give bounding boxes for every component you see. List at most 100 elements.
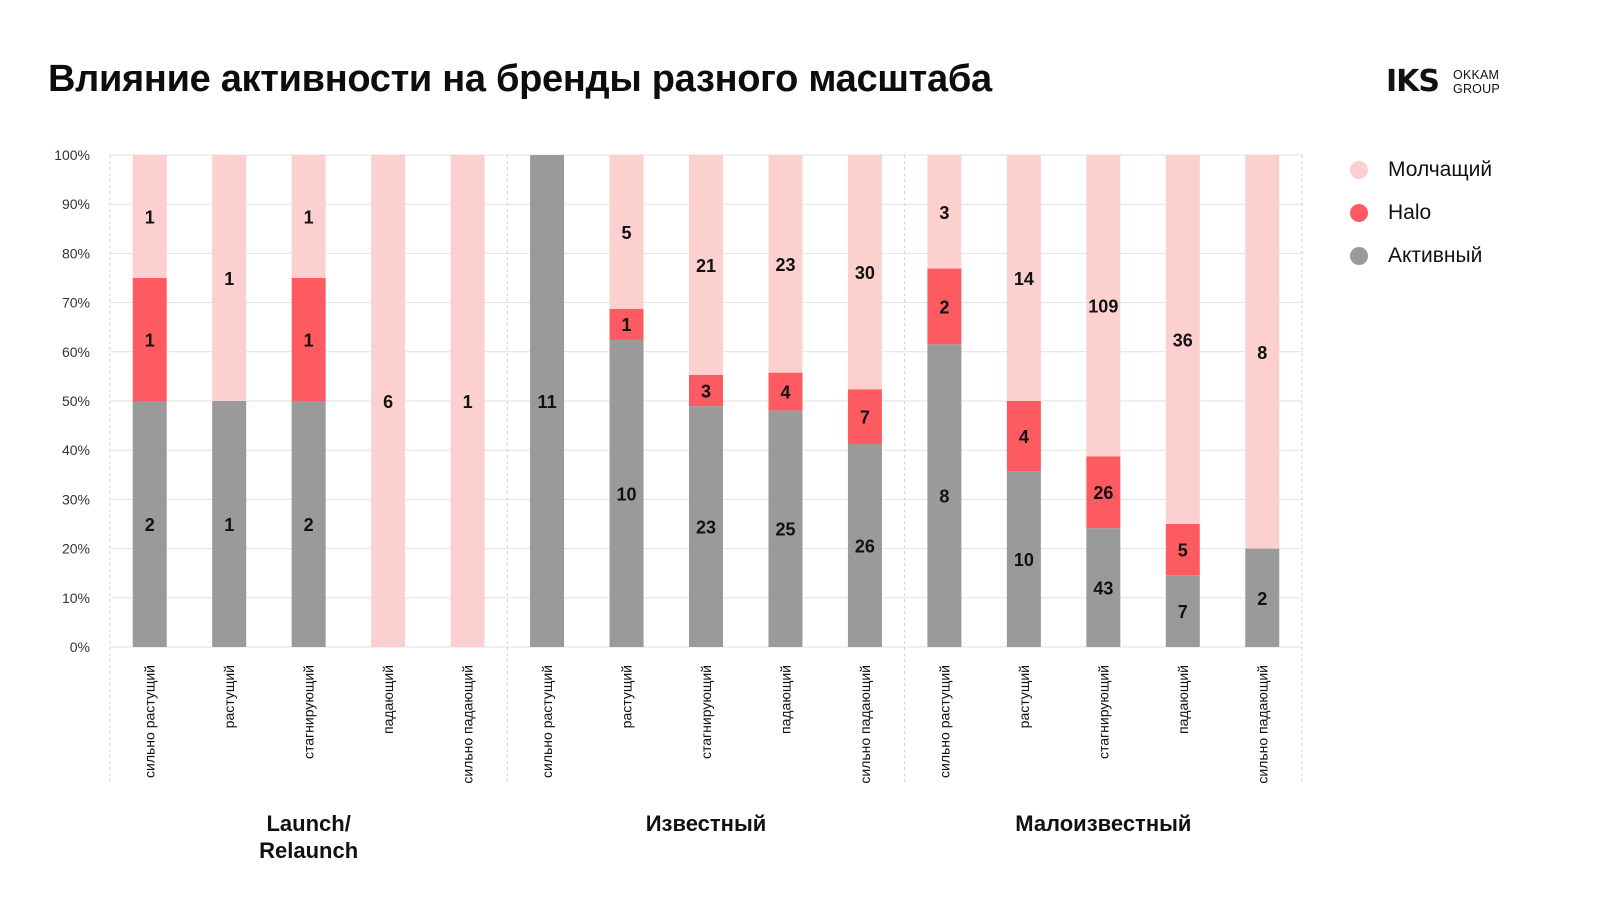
bar-segment [371,155,406,647]
data-label: 23 [696,518,716,538]
x-tick-label: стагнирующий [698,665,714,759]
x-tick-label: сильно падающий [1254,665,1270,784]
data-label: 1 [622,315,632,335]
bar-segment [1165,524,1200,576]
x-tick-label: растущий [619,665,635,728]
bar-segment [847,155,882,390]
y-tick-label: 50% [62,393,90,409]
bar-segment [927,268,962,345]
data-label: 10 [617,484,637,504]
group-label: Launch/ [266,811,350,836]
x-tick-label: падающий [777,665,793,734]
data-label: 109 [1088,297,1118,317]
x-tick-label: сильно падающий [857,665,873,784]
data-label: 8 [1257,343,1267,363]
data-label: 1 [145,208,155,228]
data-label: 14 [1014,269,1034,289]
bar-segment [689,374,723,407]
y-tick-label: 70% [62,295,90,311]
bar-segment [847,443,882,647]
data-label: 3 [939,203,949,223]
bar-segment [1165,155,1200,524]
bar-segment [530,155,565,647]
data-label: 2 [939,297,949,317]
y-tick-label: 30% [62,491,90,507]
bar-segment [212,155,247,401]
group-label: Relaunch [259,838,358,863]
group-label: Малоизвестный [1015,811,1191,836]
bar-segment [927,155,962,269]
bar-segment [689,155,723,375]
x-tick-label: сильно растущий [142,665,158,778]
logo-line-2: GROUP [1453,81,1500,96]
data-label: 26 [1093,483,1113,503]
data-label: 36 [1173,331,1193,351]
x-tick-label: стагнирующий [1095,665,1111,759]
x-tick-label: растущий [221,665,237,728]
bar-segment [132,155,167,278]
bar-segment [212,401,247,647]
x-tick-label: сильно растущий [936,665,952,778]
bar-segment [689,406,723,647]
bar-segment [847,389,882,444]
chart-legend: Молчащий Halo Активный [1350,148,1492,277]
logo-mark: IKS [1386,64,1440,99]
bar-segment [1006,471,1041,647]
data-label: 1 [463,392,473,412]
y-tick-label: 100% [54,147,90,163]
bar-segment [1006,401,1041,472]
data-label: 7 [1178,602,1188,622]
chart-title: Влияние активности на бренды разного мас… [48,58,992,100]
data-label: 3 [701,382,711,402]
y-tick-label: 90% [62,196,90,212]
data-label: 1 [304,331,314,351]
bar-segment [768,410,803,647]
data-label: 23 [775,255,795,275]
bar-segment [609,339,644,647]
bar-segment [768,372,803,411]
bar-segment [1086,528,1121,647]
data-label: 30 [855,263,875,283]
data-label: 1 [224,269,234,289]
y-tick-label: 20% [62,541,90,557]
legend-label-halo: Halo [1388,200,1432,224]
data-label: 5 [1178,541,1188,561]
bar-segment [609,155,644,309]
bar-segment [291,278,326,401]
bar-segment [609,308,644,340]
company-logo: IKS OKKAM GROUP [1386,64,1500,99]
bar-segment [1086,456,1121,529]
data-label: 1 [224,515,234,535]
data-label: 2 [1257,589,1267,609]
bar-segment [1245,155,1280,549]
legend-label-active: Активный [1388,243,1483,267]
data-label: 1 [145,331,155,351]
legend-swatch-halo [1350,203,1368,222]
y-tick-label: 0% [70,639,90,655]
bar-segment [1245,548,1280,647]
bar-segment [291,401,326,647]
bar-segment [1165,575,1200,647]
data-label: 4 [1019,427,1029,447]
group-label: Известный [646,811,767,836]
data-label: 6 [383,392,393,412]
bar-segment [291,155,326,278]
y-tick-label: 10% [62,590,90,606]
y-tick-label: 60% [62,344,90,360]
bar-segment [132,401,167,647]
x-tick-label: падающий [1175,665,1191,734]
bar-segment [768,155,803,373]
legend-swatch-silent [1350,160,1368,179]
data-label: 11 [538,392,557,412]
x-tick-label: падающий [380,665,396,734]
y-tick-label: 80% [62,245,90,261]
x-tick-label: сильно падающий [460,665,476,784]
data-label: 8 [939,487,949,507]
x-tick-label: растущий [1016,665,1032,728]
legend-label-silent: Молчащий [1388,157,1493,181]
data-label: 2 [145,515,155,535]
x-tick-label: сильно растущий [539,665,555,778]
logo-text: OKKAM GROUP [1453,68,1500,96]
data-label: 1 [304,208,314,228]
